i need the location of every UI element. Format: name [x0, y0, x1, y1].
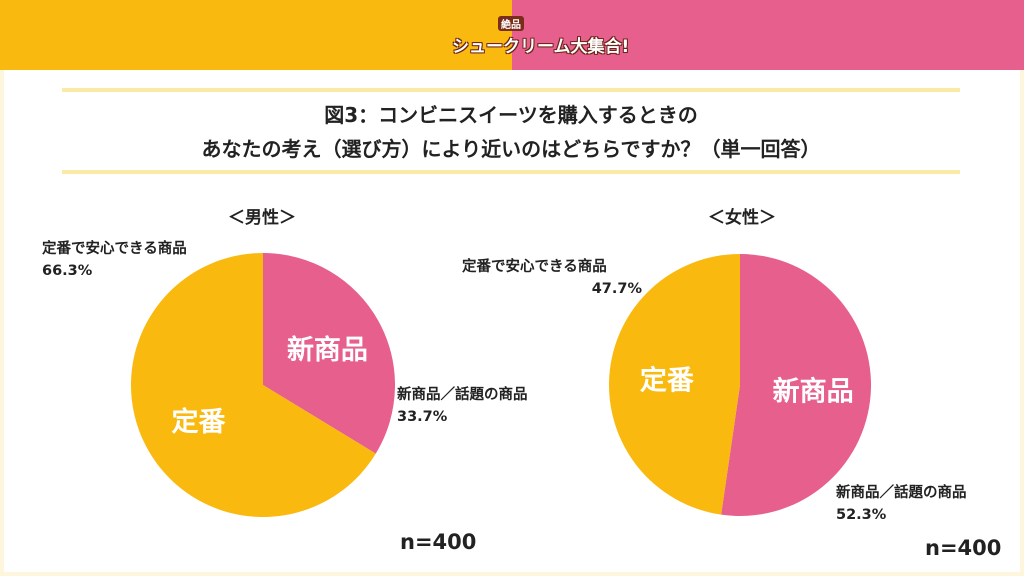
page-title: 図3：コンビニスイーツを購入するときの あなたの考え（選び方）により近いのはどち…: [62, 98, 960, 166]
legend-label-female-new: 新商品／話題の商品 52.3%: [836, 482, 967, 526]
label-text: 定番で安心できる商品: [462, 259, 607, 275]
chart-title-female: ＜女性＞: [708, 208, 776, 228]
sample-size-female: n=400: [925, 536, 1002, 560]
pie-slice-label-1: 定番: [640, 365, 695, 397]
title-line-2: あなたの考え（選び方）により近いのはどちらですか？（単一回答）: [201, 137, 821, 161]
legend-label-female-standard: 定番で安心できる商品 47.7%: [462, 256, 642, 300]
label-value: 33.7%: [397, 409, 448, 425]
sample-size-male: n=400: [400, 530, 477, 554]
pie-slice-0: [721, 254, 872, 516]
header-band-left: [0, 0, 512, 70]
legend-label-male-new: 新商品／話題の商品 33.7%: [397, 384, 528, 428]
label-text: 新商品／話題の商品: [836, 485, 967, 501]
logo-badge: 絶品: [498, 16, 524, 31]
legend-label-male-standard: 定番で安心できる商品 66.3%: [42, 238, 187, 282]
logo-text: シュークリーム大集合!: [452, 37, 630, 57]
pie-slice-1: [609, 254, 740, 515]
title-line-1: 図3：コンビニスイーツを購入するときの: [324, 103, 698, 127]
chart-title-male: ＜男性＞: [228, 208, 296, 228]
title-band-bottom: [62, 170, 960, 174]
pie-slice-label-1: 定番: [172, 406, 227, 438]
pie-slice-0: [263, 253, 395, 454]
label-value: 52.3%: [836, 507, 887, 523]
pie-slice-1: [130, 253, 376, 517]
label-value: 47.7%: [591, 281, 642, 297]
label-text: 定番で安心できる商品: [42, 241, 187, 257]
header-band-right: [512, 0, 1024, 70]
label-value: 66.3%: [42, 263, 93, 279]
label-text: 新商品／話題の商品: [397, 387, 528, 403]
pie-slice-label-0: 新商品: [287, 334, 368, 366]
pie-slice-label-0: 新商品: [773, 375, 854, 407]
site-logo[interactable]: 絶品 シュークリーム大集合!: [452, 16, 629, 60]
title-band-top: [62, 88, 960, 92]
